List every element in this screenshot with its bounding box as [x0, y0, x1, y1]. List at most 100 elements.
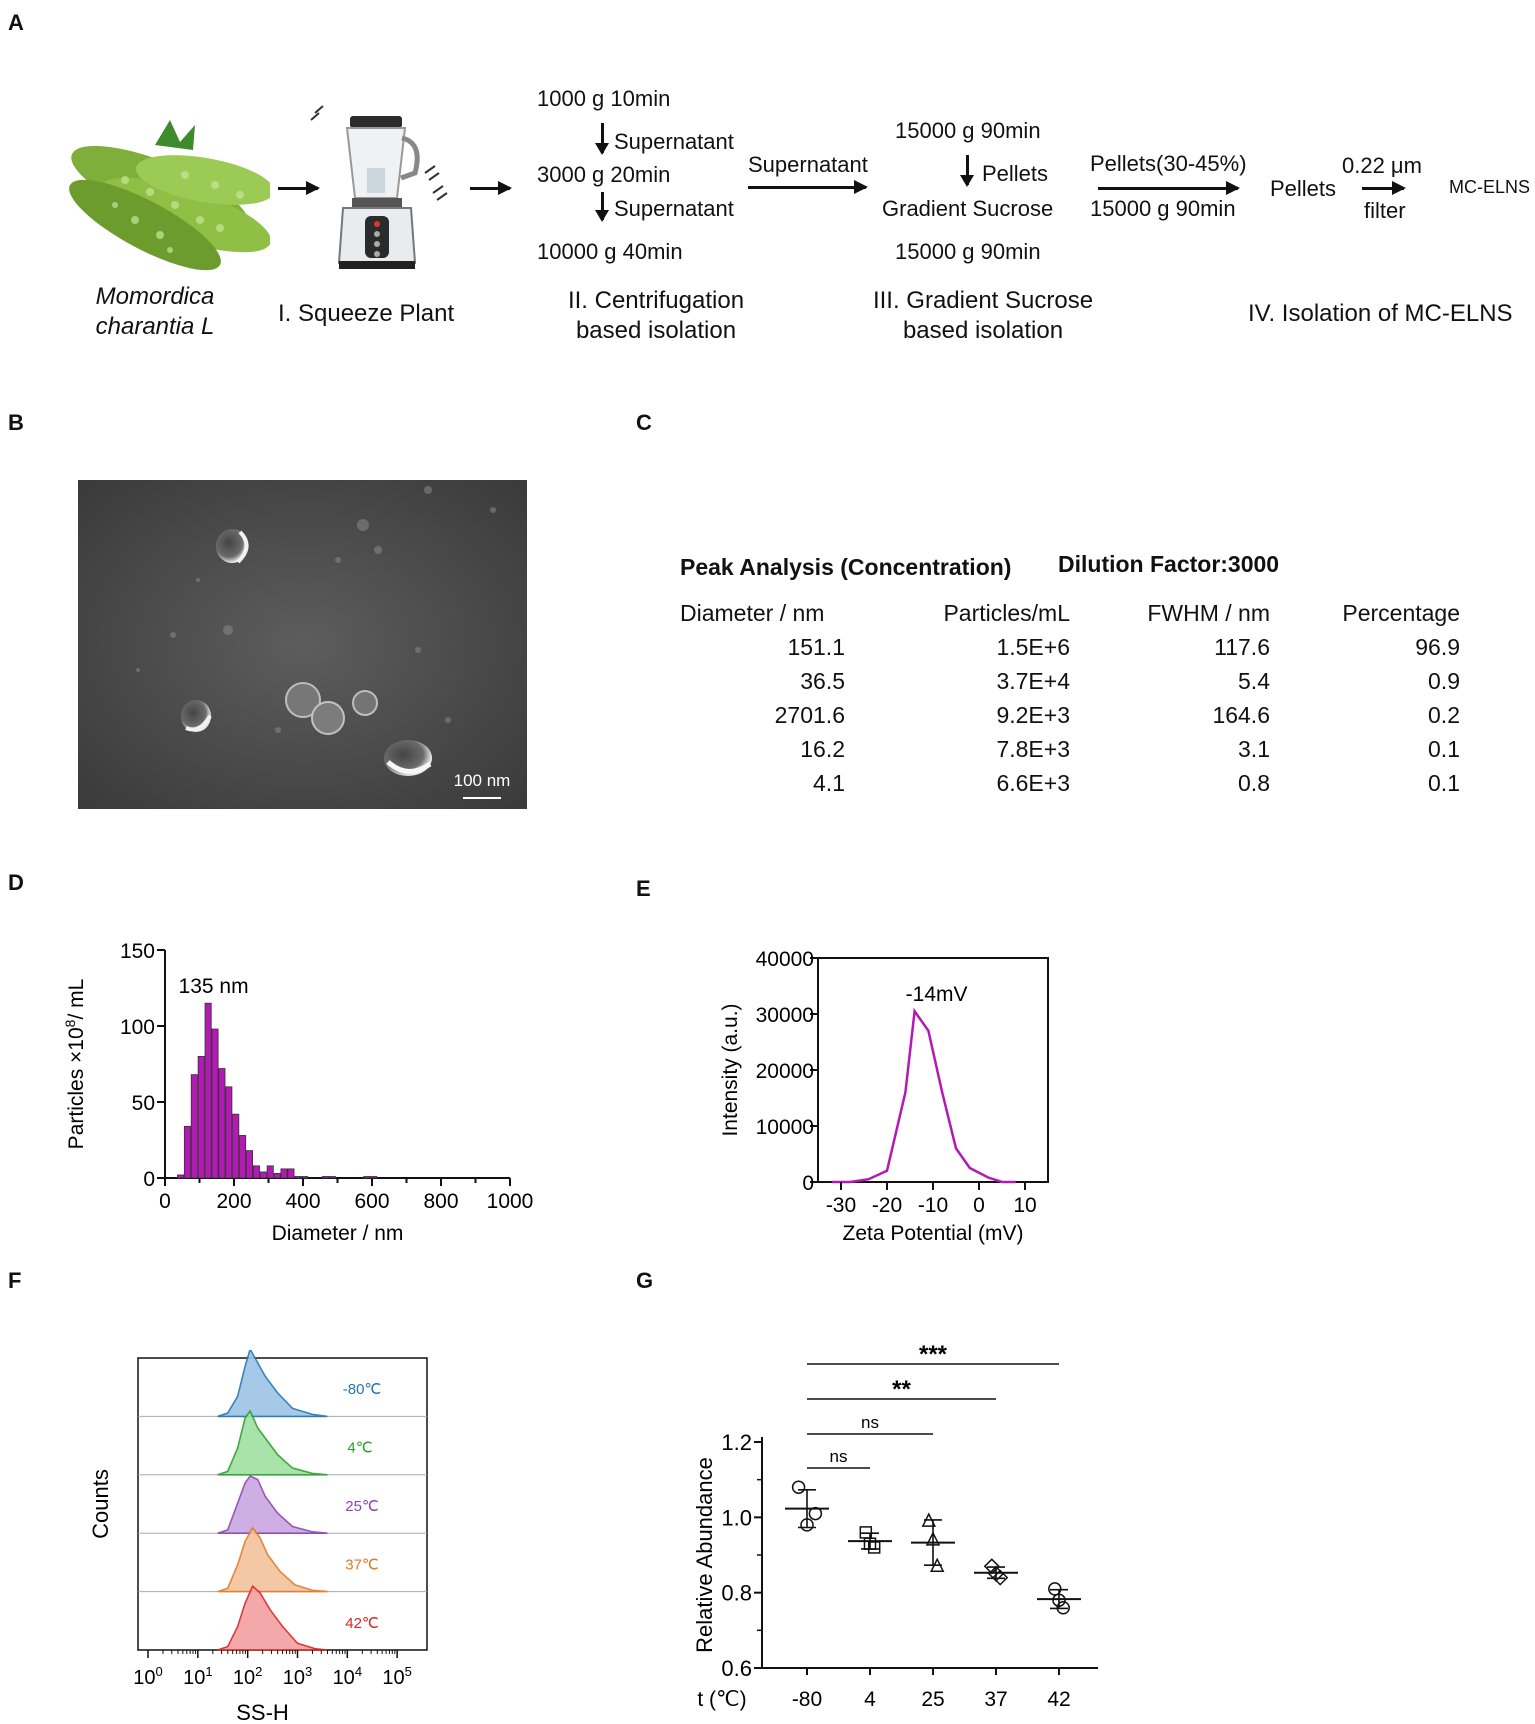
- histogram-bar: [239, 1135, 247, 1179]
- histogram-bar: [232, 1113, 240, 1179]
- histogram-area: [217, 1409, 328, 1476]
- centrifuge-spin2: 3000 g 20min: [537, 162, 671, 187]
- y-axis-label: Counts: [88, 1469, 113, 1539]
- data-point: [1052, 1593, 1066, 1607]
- data-point: [800, 1518, 814, 1532]
- histogram-bar: [197, 1055, 205, 1179]
- table-row: 2701.6 9.2E+3 164.6 0.2: [680, 698, 1460, 732]
- arrow-right-icon: [1098, 181, 1240, 195]
- peak-table-cell: 4.1: [813, 769, 845, 796]
- product-label: MC-ELNS: [1449, 177, 1531, 197]
- panel-label-g: G: [636, 1268, 654, 1293]
- plant-name-line1: Momordica: [95, 283, 215, 310]
- x-axis-label: SS-H: [236, 1700, 289, 1724]
- sucrose-gradient: Gradient Sucrose: [882, 196, 1054, 221]
- peak-table-cell: 117.6: [1214, 633, 1270, 660]
- x-tick-label: 37: [984, 1688, 1007, 1711]
- data-point: [1048, 1582, 1062, 1596]
- peak-table-cell: 164.6: [1212, 701, 1270, 728]
- table-row: 151.1 1.5E+6 117.6 96.9: [680, 630, 1460, 664]
- histogram-area: [217, 1475, 328, 1534]
- panel-label-f: F: [8, 1268, 22, 1293]
- peak-annotation: 135 nm: [179, 975, 249, 998]
- y-tick-label: 0: [802, 1172, 814, 1195]
- table-row: 36.5 3.7E+4 5.4 0.9: [680, 664, 1460, 698]
- data-point: [1056, 1600, 1070, 1615]
- histogram-bar: [204, 1002, 212, 1179]
- histogram-bar: [211, 1028, 219, 1179]
- data-point: [929, 1557, 945, 1573]
- x-tick-label: 0: [159, 1190, 171, 1213]
- plant-name-line2: charantia L: [95, 313, 215, 340]
- pellets-spin: 15000 g 90min: [1090, 196, 1236, 221]
- x-tick-label: 0: [973, 1194, 985, 1217]
- filter-label: filter: [1364, 198, 1406, 223]
- zeta-line: [831, 1007, 1016, 1184]
- y-tick-label: 50: [132, 1092, 155, 1115]
- sucrose-spin2: 15000 g 90min: [895, 239, 1041, 264]
- peak-table-title: Peak Analysis (Concentration): [680, 554, 1012, 580]
- y-tick-label: 1.0: [721, 1505, 752, 1530]
- peak-table-cell: 7.8E+3: [996, 735, 1070, 762]
- x-tick-label: 600: [354, 1190, 389, 1213]
- x-tick-label: 102: [233, 1664, 262, 1689]
- data-point: [863, 1537, 877, 1550]
- arrow-right-icon: [278, 181, 320, 195]
- relative-abundance-chart: 0.60.81.01.2-80 4 25 37 42*****nsnsRelative …: [692, 1341, 1098, 1711]
- x-axis-label: Diameter / nm: [272, 1222, 404, 1245]
- y-tick-label: 10000: [756, 1116, 814, 1139]
- data-point: [983, 1558, 1000, 1575]
- x-tick-label: 200: [216, 1190, 251, 1213]
- peak-table-cell: 0.9: [1428, 667, 1460, 694]
- x-tick-label: 103: [283, 1664, 312, 1689]
- histogram-bar: [280, 1168, 288, 1179]
- series-label: 4℃: [347, 1440, 372, 1457]
- peak-annotation: -14mV: [906, 983, 968, 1006]
- arrow-down-icon: [960, 155, 974, 187]
- scale-bar-label: 100 nm: [454, 771, 511, 790]
- centrifuge-sup2: Supernatant: [614, 196, 734, 221]
- panel-label-b: B: [8, 410, 24, 435]
- x-tick-label: 400: [285, 1190, 320, 1213]
- peak-table-cell: 9.2E+3: [996, 701, 1070, 728]
- series-label: 25℃: [345, 1498, 379, 1515]
- histogram-bar: [273, 1173, 281, 1179]
- peak-table-cell: 2701.6: [774, 701, 845, 728]
- centrifuge-spin1: 1000 g 10min: [537, 86, 671, 111]
- x-axis-label: t (℃): [697, 1688, 746, 1711]
- x-tick-label: 10: [1013, 1194, 1036, 1217]
- significance-label: ns: [861, 1413, 879, 1432]
- histogram-bar: [252, 1165, 260, 1179]
- blender-image: [310, 105, 448, 269]
- peak-table-cell: 3.1: [1238, 735, 1270, 762]
- peak-table-cell: 0.1: [1428, 769, 1460, 796]
- sucrose-pellets: Pellets: [982, 161, 1049, 186]
- x-tick-label: 101: [183, 1664, 212, 1689]
- data-point: [808, 1506, 823, 1521]
- filter-size: 0.22 μm: [1342, 153, 1422, 178]
- x-tick-label: -30: [826, 1194, 856, 1217]
- peak-table-cell: 0.8: [1238, 769, 1270, 796]
- y-tick-label: 0.8: [721, 1581, 752, 1606]
- peak-table-cell: 3.7E+4: [996, 667, 1070, 694]
- peak-table-cell: 36.5: [800, 667, 845, 694]
- histogram-bar: [363, 1176, 371, 1179]
- x-tick-label: -80: [792, 1688, 822, 1711]
- x-tick-label: 105: [382, 1664, 411, 1689]
- peak-table-cell: 0.1: [1428, 735, 1460, 762]
- table-row: 16.2 7.8E+3 3.1 0.1: [680, 732, 1460, 766]
- histogram-bar: [246, 1150, 254, 1179]
- peak-table-cell: 96.9: [1415, 633, 1460, 660]
- x-axis-label: Zeta Potential (mV): [843, 1222, 1024, 1245]
- histogram-bar: [190, 1074, 198, 1179]
- y-tick-label: 1.2: [721, 1430, 752, 1455]
- panel-label-e: E: [636, 876, 651, 901]
- table-row: 4.1 6.6E+3 0.8 0.1: [680, 766, 1460, 800]
- ssh-histogram: -80℃ 4℃ 25℃ 37℃ 42℃ 100 101 102 103 104 105 SS-H Cou…: [88, 1350, 428, 1724]
- peak-table-header: Particles/mL: [943, 599, 1070, 626]
- peak-table-cell: 16.2: [800, 735, 845, 762]
- panel-label-a: A: [8, 10, 24, 35]
- histogram-area: [217, 1584, 328, 1651]
- step4-label: IV. Isolation of MC-ELNS: [1248, 300, 1513, 327]
- peak-table-header: FWHM / nm: [1147, 599, 1270, 626]
